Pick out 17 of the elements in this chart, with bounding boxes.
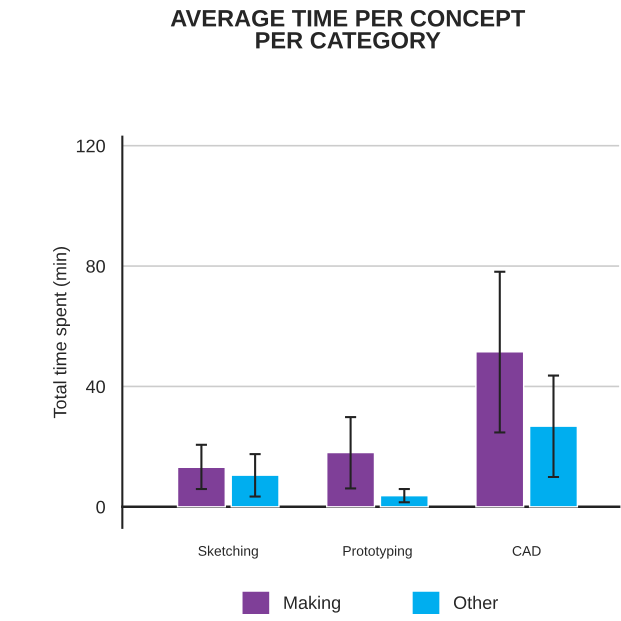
legend-label: Other (454, 596, 498, 610)
y-tick-label: 40 (86, 380, 105, 394)
y-tick-label: 120 (76, 140, 105, 152)
y-tick-label: 80 (86, 260, 105, 273)
legend-label: Making (284, 596, 340, 613)
bar (380, 494, 429, 508)
x-tick-label: Sketching (198, 546, 258, 559)
x-tick-label: Prototyping (343, 546, 412, 559)
bar (528, 425, 578, 508)
y-axis-title: Total time spent (min) (53, 247, 70, 418)
x-tick-label: CAD (512, 546, 541, 556)
bar (230, 474, 280, 508)
y-tick-label: 0 (96, 500, 105, 514)
bar (475, 351, 524, 508)
bar (326, 452, 376, 508)
bar (176, 466, 226, 508)
chart-title: AVERAGE TIME PER CONCEPT PER CATEGORY (170, 10, 526, 49)
